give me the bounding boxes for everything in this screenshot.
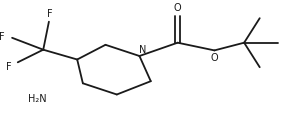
Text: F: F bbox=[47, 9, 52, 19]
Text: O: O bbox=[174, 3, 181, 13]
Text: N: N bbox=[139, 45, 147, 55]
Text: O: O bbox=[211, 53, 218, 63]
Text: H₂N: H₂N bbox=[28, 94, 47, 104]
Text: F: F bbox=[0, 32, 5, 42]
Text: F: F bbox=[6, 62, 12, 72]
